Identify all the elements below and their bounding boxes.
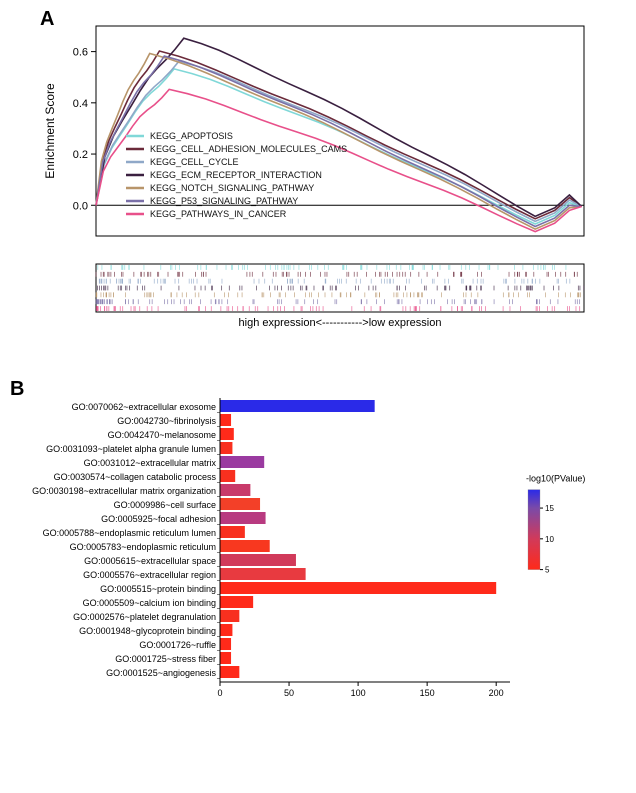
svg-text:GO:0042730~fibrinolysis: GO:0042730~fibrinolysis [117, 416, 216, 426]
svg-text:0: 0 [217, 688, 222, 698]
go-barchart: GO:0070062~extracellular exosome GO:00427… [10, 382, 626, 702]
svg-text:GO:0005788~endoplasmic reticul: GO:0005788~endoplasmic reticulum lumen [43, 528, 216, 538]
svg-text:15: 15 [545, 504, 554, 513]
svg-text:Enrichment Score: Enrichment Score [43, 83, 57, 179]
svg-text:0.6: 0.6 [73, 47, 88, 59]
svg-text:KEGG_CELL_ADHESION_MOLECULES_C: KEGG_CELL_ADHESION_MOLECULES_CAMS [150, 144, 347, 154]
svg-text:GO:0070062~extracellular exoso: GO:0070062~extracellular exosome [72, 402, 216, 412]
svg-text:KEGG_NOTCH_SIGNALING_PATHWAY: KEGG_NOTCH_SIGNALING_PATHWAY [150, 183, 314, 193]
svg-text:-log10(PValue): -log10(PValue) [526, 474, 585, 484]
legend: KEGG_APOPTOSIS KEGG_CELL_ADHESION_MOLECUL… [126, 131, 347, 219]
svg-text:GO:0002576~platelet degranulat: GO:0002576~platelet degranulation [73, 612, 216, 622]
panel-b-label: B [10, 378, 24, 401]
svg-text:high expression<----------->lo: high expression<----------->low expressi… [239, 317, 442, 329]
panel-b: B GO:0070062~extracellular exosomeGO:004… [10, 382, 626, 702]
svg-text:KEGG_PATHWAYS_IN_CANCER: KEGG_PATHWAYS_IN_CANCER [150, 209, 287, 219]
svg-text:GO:0001726~ruffle: GO:0001726~ruffle [139, 640, 216, 650]
svg-text:0.4: 0.4 [73, 98, 88, 110]
panel-a: A 0.0 0.2 0.4 0.6 Enrichment Score KEGG_APOPT… [10, 10, 626, 370]
svg-text:GO:0031012~extracellular matri: GO:0031012~extracellular matrix [84, 458, 217, 468]
svg-text:KEGG_ECM_RECEPTOR_INTERACTION: KEGG_ECM_RECEPTOR_INTERACTION [150, 170, 322, 180]
svg-text:5: 5 [545, 566, 550, 575]
svg-text:GO:0009986~cell surface: GO:0009986~cell surface [114, 500, 216, 510]
svg-text:GO:0001525~angiogenesis: GO:0001525~angiogenesis [106, 668, 216, 678]
svg-text:GO:0042470~melanosome: GO:0042470~melanosome [108, 430, 216, 440]
svg-text:GO:0031093~platelet alpha gran: GO:0031093~platelet alpha granule lumen [46, 444, 216, 454]
svg-text:GO:0030198~extracellular matri: GO:0030198~extracellular matrix organiza… [32, 486, 216, 496]
svg-text:KEGG_APOPTOSIS: KEGG_APOPTOSIS [150, 131, 233, 141]
svg-text:100: 100 [351, 688, 366, 698]
svg-text:GO:0001725~stress fiber: GO:0001725~stress fiber [115, 654, 216, 664]
svg-text:GO:0005783~endoplasmic reticul: GO:0005783~endoplasmic reticulum [70, 542, 216, 552]
svg-text:GO:0001948~glycoprotein bindin: GO:0001948~glycoprotein binding [79, 626, 216, 636]
svg-text:GO:0005576~extracellular regio: GO:0005576~extracellular region [83, 570, 216, 580]
panel-a-label: A [40, 8, 54, 31]
svg-text:0.2: 0.2 [73, 149, 88, 161]
svg-text:GO:0030574~collagen catabolic: GO:0030574~collagen catabolic process [54, 472, 217, 482]
svg-text:10: 10 [545, 535, 554, 544]
svg-text:KEGG_CELL_CYCLE: KEGG_CELL_CYCLE [150, 157, 239, 167]
svg-text:GO:0005925~focal adhesion: GO:0005925~focal adhesion [101, 514, 216, 524]
svg-text:GO:0005615~extracellular space: GO:0005615~extracellular space [84, 556, 216, 566]
gsea-chart: 0.0 0.2 0.4 0.6 Enrichment Score KEGG_APOPTOS… [10, 10, 626, 370]
svg-text:200: 200 [489, 688, 504, 698]
svg-text:KEGG_P53_SIGNALING_PATHWAY: KEGG_P53_SIGNALING_PATHWAY [150, 196, 298, 206]
figure-container: A 0.0 0.2 0.4 0.6 Enrichment Score KEGG_APOPT… [10, 10, 626, 702]
svg-text:GO:0005509~calcium ion binding: GO:0005509~calcium ion binding [83, 598, 216, 608]
svg-text:50: 50 [284, 688, 294, 698]
svg-text:0.0: 0.0 [73, 200, 88, 212]
svg-text:150: 150 [420, 688, 435, 698]
svg-text:GO:0005515~protein binding: GO:0005515~protein binding [100, 584, 216, 594]
